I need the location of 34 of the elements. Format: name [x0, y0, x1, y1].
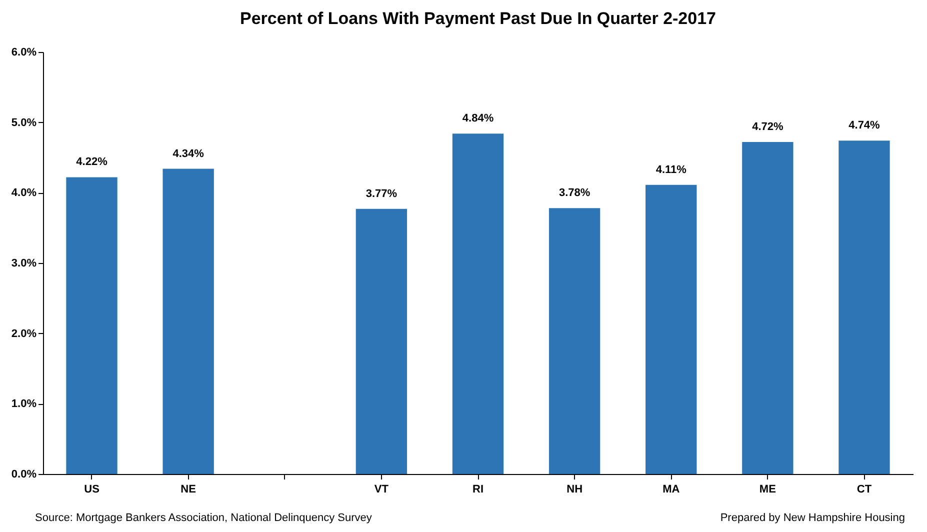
bar [548, 208, 600, 474]
data-label: 3.78% [558, 187, 590, 200]
y-tick-label: 0.0% [11, 468, 37, 480]
x-tick-label: ME [759, 484, 776, 496]
x-tick-label: NH [566, 484, 583, 496]
bar [838, 140, 890, 474]
bar [66, 177, 118, 474]
x-tick-label: MA [662, 484, 680, 496]
chart-title: Percent of Loans With Payment Past Due In Quarter 2-2017 [240, 9, 716, 28]
data-label: 4.72% [752, 121, 784, 134]
x-tick-label: RI [472, 484, 484, 496]
data-label: 3.77% [366, 188, 398, 200]
data-label: 4.22% [76, 156, 108, 168]
data-label: 4.84% [462, 112, 494, 125]
data-label: 4.11% [656, 164, 687, 176]
source-note: Source: Mortgage Bankers Association, National Delinquency Survey [35, 512, 372, 524]
bar [646, 184, 697, 474]
data-label: 4.74% [848, 120, 880, 132]
bar [356, 208, 408, 474]
y-tick-label: 1.0% [11, 398, 37, 410]
y-tick-label: 3.0% [11, 258, 37, 270]
y-tick-label: 6.0% [11, 46, 37, 58]
y-tick-label: 5.0% [11, 116, 37, 129]
x-tick-label: CT [856, 484, 872, 496]
x-tick-label: VT [374, 484, 389, 496]
y-tick-label: 2.0% [11, 328, 37, 340]
bar [162, 168, 214, 474]
x-tick-label: US [84, 484, 100, 496]
y-tick-label: 4.0% [11, 187, 37, 200]
x-tick-label: NE [180, 484, 196, 496]
bar [742, 142, 794, 474]
text: Prepared by New Hampshire Housing [720, 512, 905, 524]
bar [452, 134, 504, 474]
data-label: 4.34% [172, 148, 204, 160]
